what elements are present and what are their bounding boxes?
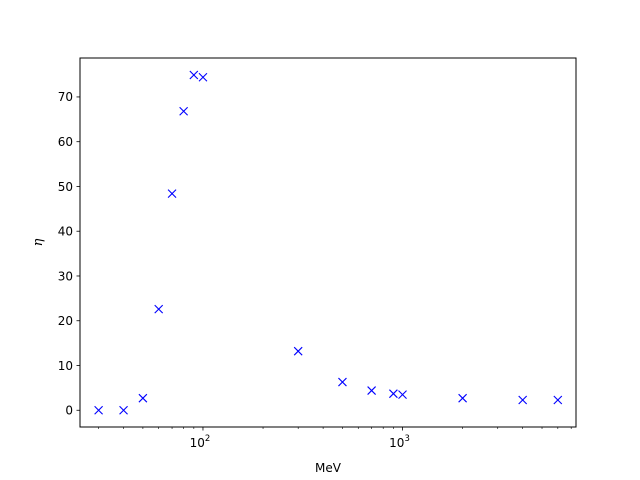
data-point-stroke [198,72,208,82]
data-point-stroke [94,405,104,415]
x-tick-label: 103 [389,434,410,450]
data-point-stroke [189,70,199,80]
data-point [338,377,347,387]
data-point-stroke [458,393,467,403]
y-tick-label: 30 [58,269,73,283]
data-point [154,304,164,314]
data-point-stroke [553,395,563,405]
y-tick-label: 0 [65,404,73,418]
data-point [293,346,303,356]
data-point-stroke [179,106,189,116]
data-point-stroke [293,346,303,356]
data-point [389,389,398,399]
data-point-stroke [398,390,407,399]
data-point [458,393,467,403]
data-point-stroke [167,189,177,199]
y-tick-label: 60 [58,135,73,149]
y-tick-label: 10 [58,359,73,373]
data-point [398,390,407,399]
data-point [198,72,208,82]
data-point [167,189,177,199]
plot-frame [79,57,577,428]
x-tick-label-base: 10 [190,436,205,450]
data-point [553,395,563,405]
data-point [94,405,104,415]
y-tick-label: 70 [58,90,73,104]
y-tick-label: 20 [58,314,73,328]
data-point-stroke [389,389,398,399]
data-point [119,405,128,415]
data-point-stroke [138,393,148,403]
data-point [518,395,528,405]
data-point-stroke [338,377,347,387]
data-point-stroke [119,405,128,415]
data-point-stroke [367,386,377,395]
data-points [94,70,563,415]
x-tick-label: 102 [190,434,211,450]
x-tick-label-exponent: 3 [404,434,409,444]
y-axis-label: η [31,238,46,246]
data-point-stroke [154,304,164,314]
data-point [189,70,199,80]
x-tick-label-base: 10 [389,436,404,450]
y-tick-label: 40 [58,225,73,239]
y-tick-label: 50 [58,180,73,194]
x-tick-label-exponent: 2 [205,434,210,444]
data-point [179,106,189,116]
data-point-stroke [518,395,528,405]
x-axis-label: MeV [315,461,342,475]
data-point [367,386,377,395]
data-point [138,393,148,403]
